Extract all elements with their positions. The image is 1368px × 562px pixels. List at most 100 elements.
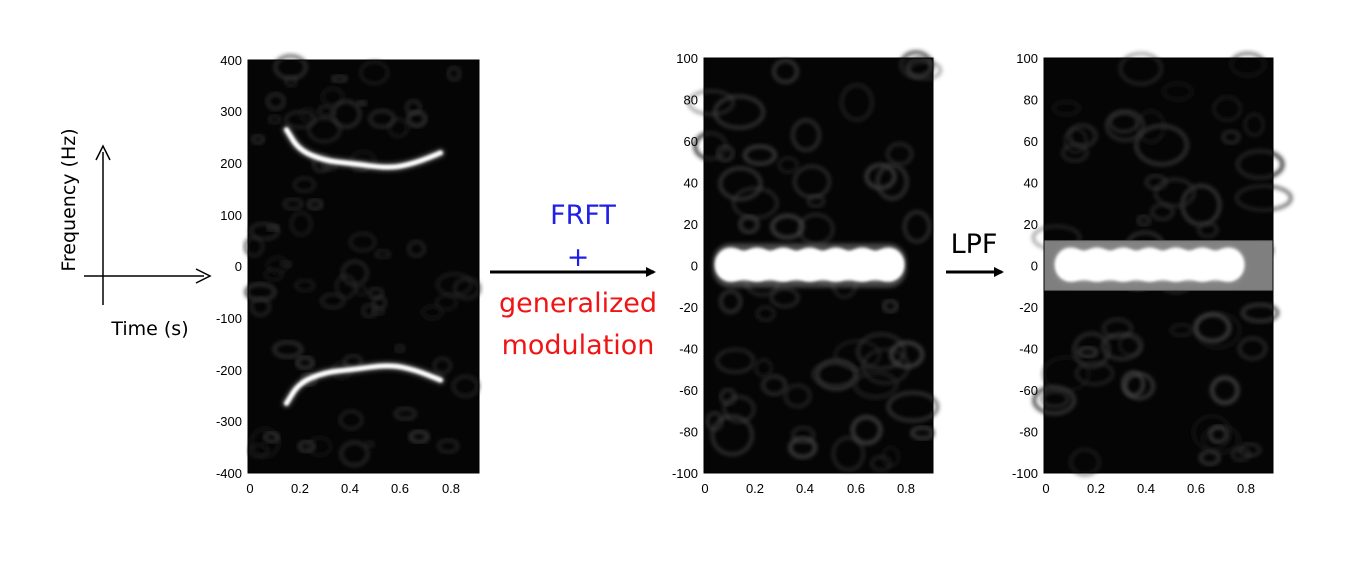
y-tick-label: -20 bbox=[1019, 300, 1038, 315]
noise-blob bbox=[1230, 52, 1266, 77]
operation-lpf: LPF bbox=[946, 229, 1004, 277]
operation-lpf-label: LPF bbox=[951, 229, 998, 260]
noise-blob bbox=[421, 305, 444, 320]
noise-blob bbox=[371, 306, 385, 316]
operation-generalized-label: generalized bbox=[499, 288, 657, 319]
noise-blob bbox=[882, 299, 899, 313]
noise-blob bbox=[1069, 448, 1100, 476]
noise-blob bbox=[437, 439, 459, 453]
noise-blob bbox=[244, 282, 277, 302]
y-tick-label: 100 bbox=[220, 208, 242, 223]
noise-blob bbox=[791, 119, 821, 152]
noise-blob bbox=[266, 223, 280, 233]
panel-filtered-band bbox=[1052, 243, 1247, 288]
y-tick-label: -20 bbox=[679, 300, 698, 315]
y-tick-label: 60 bbox=[1024, 134, 1038, 149]
band-lobe bbox=[741, 247, 773, 282]
noise-blob bbox=[811, 361, 859, 388]
noise-blob bbox=[447, 66, 461, 81]
noise-blob bbox=[807, 194, 825, 208]
noise-blob bbox=[719, 289, 742, 314]
noise-blob bbox=[1121, 371, 1145, 397]
band-lobe bbox=[1107, 247, 1140, 282]
x-tick-label: 0.6 bbox=[1187, 481, 1205, 496]
y-tick-label: -80 bbox=[679, 425, 698, 440]
noise-blob bbox=[1052, 100, 1081, 116]
x-tick-label: 0.6 bbox=[847, 481, 865, 496]
noise-blob bbox=[1197, 221, 1219, 238]
noise-blob bbox=[1067, 123, 1098, 148]
x-tick-label: 0.2 bbox=[291, 481, 309, 496]
noise-blob bbox=[706, 411, 723, 431]
x-tick-label: 0.8 bbox=[1237, 481, 1255, 496]
noise-blob bbox=[1208, 425, 1229, 444]
x-tick-label: 0.6 bbox=[391, 481, 409, 496]
x-tick-label: 0.4 bbox=[1137, 481, 1155, 496]
schematic-x-label: Time (s) bbox=[110, 318, 188, 340]
noise-blob bbox=[784, 384, 811, 408]
noise-blob bbox=[244, 236, 264, 257]
operation-frft-label: FRFT bbox=[550, 200, 616, 231]
noise-blob bbox=[777, 156, 799, 174]
noise-blob bbox=[1199, 449, 1221, 466]
noise-blob bbox=[268, 115, 281, 125]
noise-blob bbox=[887, 391, 939, 422]
panel-demodulated-band bbox=[712, 243, 907, 288]
schematic-x-arrowhead bbox=[195, 268, 212, 284]
panel-spectrogram-texture bbox=[244, 54, 481, 467]
noise-blob bbox=[1235, 149, 1285, 180]
noise-blob bbox=[436, 273, 472, 297]
x-tick-label: 0.4 bbox=[796, 481, 814, 496]
band-lobe bbox=[1133, 247, 1166, 282]
noise-blob bbox=[770, 288, 799, 308]
noise-blob bbox=[723, 395, 755, 423]
noise-blob bbox=[716, 348, 755, 373]
y-tick-label: -300 bbox=[216, 414, 242, 429]
operation-frft: FRFT + generalized modulation bbox=[490, 200, 657, 361]
y-tick-label: -100 bbox=[216, 311, 242, 326]
y-tick-label: -100 bbox=[1012, 466, 1038, 481]
y-tick-label: -200 bbox=[216, 363, 242, 378]
y-tick-label: -40 bbox=[679, 342, 698, 357]
noise-blob bbox=[834, 340, 881, 371]
band-lobe bbox=[846, 247, 879, 282]
noise-blob bbox=[1032, 385, 1076, 415]
noise-blob bbox=[754, 358, 773, 378]
noise-blob bbox=[339, 440, 370, 467]
y-tick-label: 20 bbox=[1024, 217, 1038, 232]
ridge-line bbox=[284, 127, 444, 170]
noise-blob bbox=[1101, 332, 1142, 361]
noise-blob bbox=[295, 278, 315, 292]
noise-blob bbox=[1102, 318, 1133, 339]
band-lobe bbox=[819, 247, 852, 282]
noise-blob bbox=[1154, 177, 1196, 208]
noise-blob bbox=[718, 166, 763, 201]
noise-blob bbox=[321, 87, 344, 107]
noise-blob bbox=[889, 340, 924, 369]
panel-filtered-y-ticks: 100 80 60 40 20 0 -20 -40 -60 -80 -100 bbox=[1012, 51, 1038, 481]
y-tick-label: 40 bbox=[684, 176, 698, 191]
noise-blob bbox=[1150, 203, 1175, 221]
y-tick-label: 0 bbox=[1031, 259, 1038, 274]
noise-blob bbox=[341, 260, 369, 286]
y-tick-label: -40 bbox=[1019, 342, 1038, 357]
noise-blob bbox=[870, 455, 892, 472]
y-tick-label: 100 bbox=[1016, 51, 1038, 66]
noise-blob bbox=[1119, 52, 1163, 85]
noise-blob bbox=[1241, 303, 1280, 323]
band-lobe bbox=[793, 247, 826, 282]
schematic-axes: Frequency (Hz) Time (s) bbox=[58, 128, 212, 340]
noise-blob bbox=[349, 232, 376, 252]
noise-blob bbox=[364, 440, 375, 449]
noise-blob bbox=[1235, 184, 1293, 212]
noise-blob bbox=[1040, 390, 1070, 408]
noise-blob bbox=[907, 60, 942, 80]
panel-filtered-frame bbox=[1043, 57, 1274, 474]
noise-blob bbox=[716, 144, 735, 162]
noise-blob bbox=[1162, 82, 1193, 101]
noise-blob bbox=[1210, 376, 1240, 405]
noise-blob bbox=[361, 303, 378, 319]
noise-blob bbox=[451, 374, 480, 398]
schematic-y-arrowhead bbox=[95, 144, 111, 161]
